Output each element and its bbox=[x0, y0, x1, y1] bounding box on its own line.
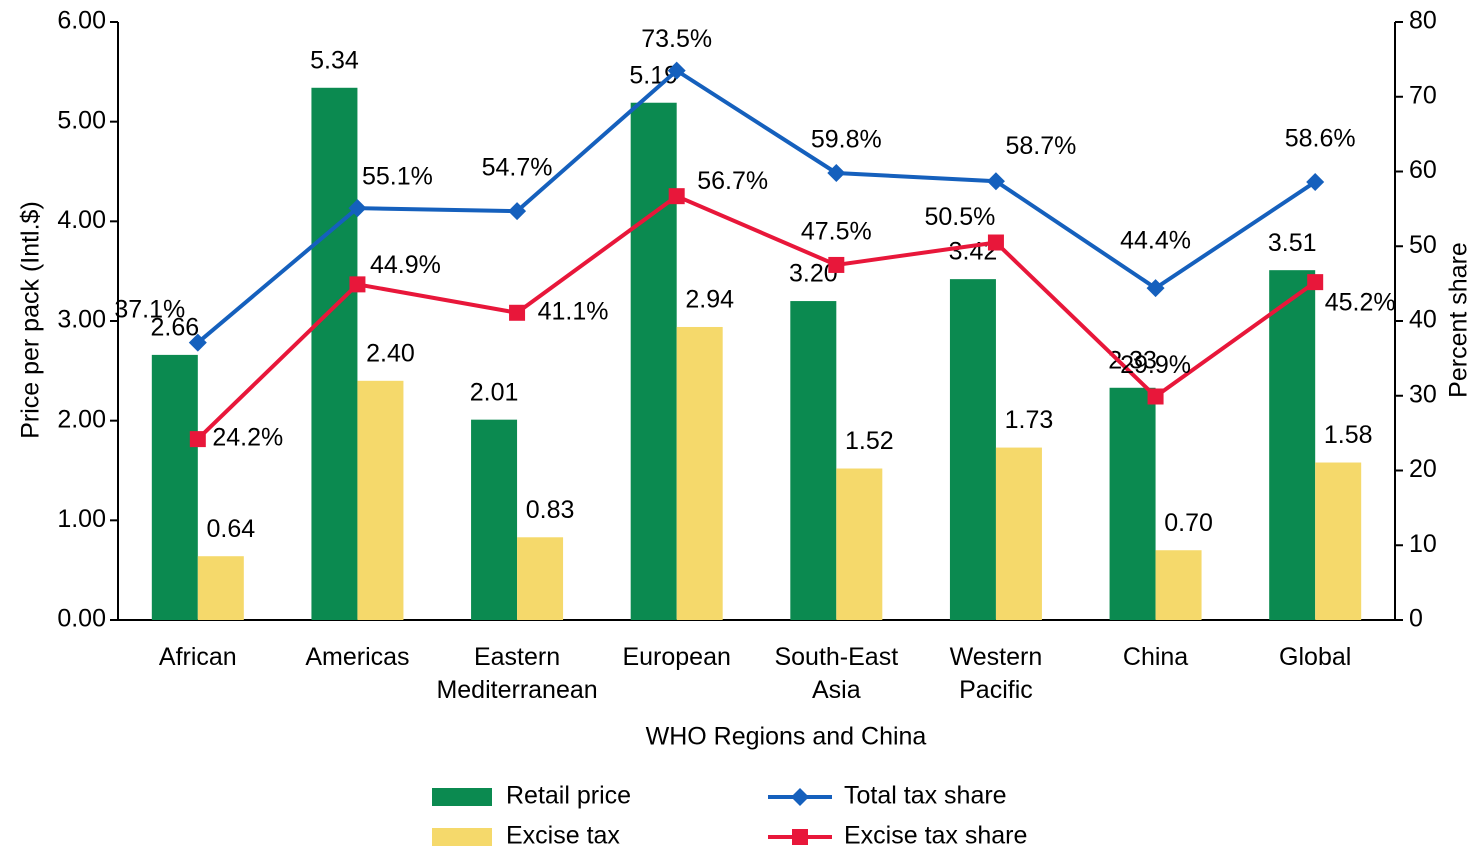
bar bbox=[790, 301, 837, 620]
line-value-label: 50.5% bbox=[924, 203, 995, 231]
y2-tick-label: 40 bbox=[1409, 306, 1437, 334]
bar-value-label: 2.66 bbox=[150, 313, 199, 341]
bar bbox=[1269, 270, 1316, 620]
marker bbox=[1146, 279, 1165, 298]
y-tick-label: 1.00 bbox=[57, 505, 106, 533]
line-value-label: 37.1% bbox=[114, 295, 185, 323]
line-value-label: 56.7% bbox=[697, 167, 768, 195]
x-tick-label: Americas bbox=[305, 643, 409, 671]
line-value-label: 29.9% bbox=[1120, 351, 1191, 379]
bar-value-label: 0.64 bbox=[206, 515, 255, 543]
marker bbox=[1306, 172, 1325, 191]
y2-tick-label: 80 bbox=[1409, 7, 1437, 35]
line-value-label: 58.7% bbox=[1005, 132, 1076, 160]
bar bbox=[949, 279, 996, 620]
marker bbox=[827, 163, 846, 182]
line-value-label: 59.8% bbox=[811, 126, 882, 154]
marker bbox=[508, 202, 527, 221]
x-tick-label: China bbox=[1123, 643, 1188, 671]
y2-tick-label: 20 bbox=[1409, 455, 1437, 483]
marker bbox=[986, 172, 1005, 191]
line-value-label: 45.2% bbox=[1325, 289, 1396, 317]
line bbox=[196, 193, 1317, 441]
line-value-label: 73.5% bbox=[641, 25, 712, 53]
y-tick-label: 2.00 bbox=[57, 405, 106, 433]
y2-axis-label: Percent share bbox=[1445, 242, 1473, 398]
bar bbox=[995, 447, 1042, 620]
bar-value-label: 2.40 bbox=[366, 339, 415, 367]
x-tick-label: African bbox=[159, 643, 237, 671]
legend-label: Excise tax bbox=[506, 822, 620, 850]
bar-value-label: 5.34 bbox=[310, 46, 359, 74]
y2-tick-label: 70 bbox=[1409, 81, 1437, 109]
marker bbox=[1147, 388, 1164, 405]
x-tick-label: European bbox=[622, 643, 730, 671]
marker bbox=[509, 304, 526, 321]
legend-swatch bbox=[432, 788, 492, 806]
bar-value-label: 1.52 bbox=[845, 427, 894, 455]
marker bbox=[188, 333, 207, 352]
line-value-label: 55.1% bbox=[362, 163, 433, 191]
x-tick-label: Global bbox=[1279, 643, 1351, 671]
bar-value-label: 3.51 bbox=[1268, 229, 1317, 257]
line-value-label: 41.1% bbox=[538, 297, 609, 325]
legend-swatch bbox=[432, 828, 492, 846]
marker bbox=[1307, 274, 1324, 291]
y-tick-label: 3.00 bbox=[57, 306, 106, 334]
y-tick-label: 6.00 bbox=[57, 7, 106, 35]
legend-marker bbox=[792, 829, 808, 845]
marker bbox=[667, 61, 686, 80]
bar bbox=[1109, 387, 1156, 620]
legend-marker bbox=[791, 788, 809, 806]
bar-value-label: 1.73 bbox=[1005, 406, 1054, 434]
line-value-label: 54.7% bbox=[482, 154, 553, 182]
marker bbox=[987, 234, 1004, 251]
bar-value-label: 2.01 bbox=[470, 378, 519, 406]
marker bbox=[189, 431, 206, 448]
bar-value-label: 0.70 bbox=[1164, 509, 1213, 537]
x-tick-label: South-East Asia bbox=[774, 643, 898, 704]
y-tick-label: 4.00 bbox=[57, 206, 106, 234]
line-value-label: 24.2% bbox=[212, 424, 283, 452]
bar bbox=[471, 419, 518, 620]
x-tick-label: Western Pacific bbox=[950, 643, 1043, 704]
bar-value-label: 2.94 bbox=[685, 286, 734, 314]
bar bbox=[197, 556, 244, 620]
x-axis-label: WHO Regions and China bbox=[646, 723, 927, 751]
bar bbox=[1315, 462, 1362, 620]
line-value-label: 47.5% bbox=[801, 218, 872, 246]
bar bbox=[311, 87, 358, 620]
legend-label: Retail price bbox=[506, 782, 631, 810]
bar bbox=[151, 354, 198, 620]
bar bbox=[1155, 550, 1202, 620]
bar bbox=[630, 102, 677, 621]
bar-value-label: 1.58 bbox=[1324, 421, 1373, 449]
marker bbox=[349, 276, 366, 293]
y-tick-label: 0.00 bbox=[57, 605, 106, 633]
line bbox=[196, 68, 1317, 345]
y2-tick-label: 50 bbox=[1409, 231, 1437, 259]
bar bbox=[357, 380, 404, 620]
y2-tick-label: 60 bbox=[1409, 156, 1437, 184]
bar-value-label: 0.83 bbox=[526, 496, 575, 524]
y2-tick-label: 0 bbox=[1409, 605, 1423, 633]
line-value-label: 58.6% bbox=[1285, 125, 1356, 153]
bar bbox=[836, 468, 883, 620]
legend-label: Excise tax share bbox=[844, 822, 1027, 850]
legend-label: Total tax share bbox=[844, 782, 1007, 810]
line-value-label: 44.4% bbox=[1120, 227, 1191, 255]
marker bbox=[828, 256, 845, 273]
line-value-label: 44.9% bbox=[370, 251, 441, 279]
marker bbox=[668, 188, 685, 205]
bar bbox=[517, 537, 564, 620]
y-axis-label: Price per pack (Intl.$) bbox=[17, 201, 45, 439]
x-tick-label: Eastern Mediterranean bbox=[436, 643, 597, 704]
bar bbox=[676, 326, 723, 620]
y2-tick-label: 30 bbox=[1409, 380, 1437, 408]
y-tick-label: 5.00 bbox=[57, 106, 106, 134]
marker bbox=[348, 199, 367, 218]
y2-tick-label: 10 bbox=[1409, 530, 1437, 558]
